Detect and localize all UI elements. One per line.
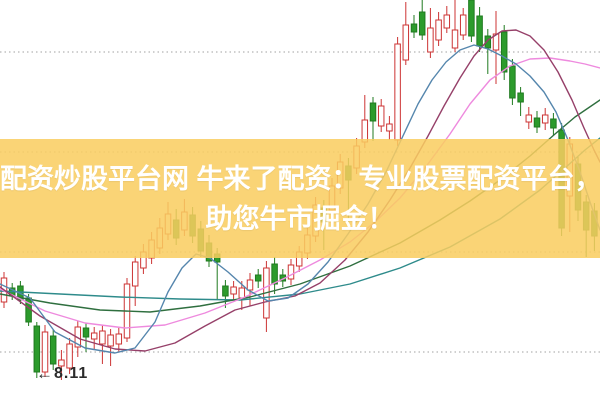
low-price-label: 8.11 (54, 365, 89, 382)
candle-up (427, 27, 434, 53)
candle-up (394, 43, 401, 141)
candle-down (550, 118, 557, 129)
candle-up (377, 105, 385, 127)
candle-up (402, 24, 410, 61)
candle-down (476, 15, 483, 47)
candle-down (369, 102, 377, 122)
candle-up (58, 359, 65, 367)
candle-down (254, 274, 262, 282)
candle-down (418, 11, 426, 36)
candle-down (500, 31, 508, 73)
candle-down (49, 335, 57, 365)
candle-up (435, 19, 442, 41)
candle-up (386, 123, 393, 132)
candle-down (468, 0, 475, 37)
candle-up (525, 114, 533, 123)
candle-down (484, 35, 492, 49)
candle-up (107, 334, 114, 347)
candle-down (271, 263, 278, 285)
candle-down (533, 117, 541, 128)
candle-up (41, 331, 49, 373)
candle-up (459, 14, 467, 36)
candle-up (66, 343, 73, 369)
candle-up (99, 330, 106, 345)
candle-down (517, 92, 524, 103)
candle-up (115, 333, 123, 345)
candle-down (222, 285, 229, 297)
promo-banner-title-line1: 配资炒股平台网 牛来了配资：专业股票配资平台， (0, 163, 600, 194)
candle-up (238, 287, 246, 299)
promo-banner-title-line2: 助您牛市掘金！ (205, 203, 395, 234)
candle-up (492, 33, 500, 51)
candle-up (90, 332, 98, 340)
candle-down (82, 327, 90, 338)
candle-down (509, 65, 516, 99)
low-price-annotation: ← 8.11 (36, 365, 88, 383)
candle-up (541, 114, 549, 124)
promo-banner: 配资炒股平台网 牛来了配资：专业股票配资平台， 助您牛市掘金！ (0, 139, 600, 258)
candle-down (410, 23, 418, 33)
candle-down (33, 325, 41, 373)
candle-up (230, 286, 237, 295)
candle-up (246, 279, 254, 291)
arrow-left-icon: ← (36, 364, 53, 383)
candle-up (287, 264, 295, 280)
candle-up (131, 261, 139, 287)
candle-up (451, 29, 459, 49)
candle-up (443, 14, 451, 29)
